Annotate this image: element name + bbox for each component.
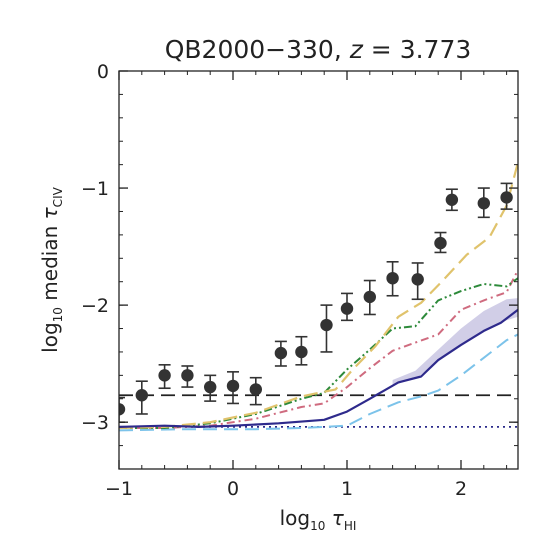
data-point-2 <box>135 380 148 415</box>
x-tick-label: 2 <box>455 478 467 500</box>
series-line-2 <box>119 333 518 432</box>
data-point-10 <box>320 304 333 353</box>
series-line-3 <box>119 269 518 429</box>
marker <box>363 290 376 304</box>
data-point-16 <box>445 188 459 212</box>
data-point-3 <box>158 364 171 390</box>
data-point-6 <box>226 371 240 405</box>
y-axis-label-main: log <box>38 322 62 353</box>
plot-area: −1 0 1 2 0 −1 −2 −3 <box>81 61 519 500</box>
y-axis-label-sub: 10 <box>51 307 65 322</box>
x-tick-label: −1 <box>105 478 133 500</box>
data-point-8 <box>274 340 288 367</box>
data-point-13 <box>386 261 399 297</box>
y-axis-label: log10 median τCIV <box>38 186 65 352</box>
x-tick-label: 0 <box>227 478 239 500</box>
x-axis-label-main: log <box>280 506 311 530</box>
data-point-15 <box>434 231 447 254</box>
uncertainty-band <box>392 298 518 385</box>
marker <box>411 273 424 286</box>
data-point-5 <box>204 374 217 402</box>
marker <box>386 271 399 285</box>
marker <box>226 379 240 393</box>
x-axis-label-symsub: HI <box>344 519 357 533</box>
marker <box>274 346 288 360</box>
data-point-7 <box>249 376 262 406</box>
x-tick-label: 1 <box>341 478 353 500</box>
x-axis-label-sym: τ <box>325 506 344 530</box>
marker <box>445 193 459 206</box>
marker <box>500 191 513 204</box>
marker <box>204 380 217 394</box>
data-point-4 <box>181 365 194 388</box>
chart-title-prefix: QB2000−330, <box>165 35 350 64</box>
chart-title-suffix: = 3.773 <box>363 35 471 64</box>
y-tick-label: −1 <box>81 178 109 200</box>
marker <box>295 345 308 359</box>
marker <box>340 302 354 315</box>
chart-title: QB2000−330, z = 3.773 <box>165 35 472 64</box>
data-point-9 <box>295 335 308 366</box>
marker <box>158 369 171 382</box>
marker <box>477 197 490 210</box>
data-point-17 <box>477 187 490 219</box>
marker <box>135 389 148 402</box>
data-point-14 <box>411 262 424 301</box>
x-axis-label: log10 τHI <box>280 506 357 533</box>
y-axis-label-sym: τ <box>38 206 62 219</box>
y-tick-label: 0 <box>97 61 109 83</box>
data-point-11 <box>340 292 354 322</box>
marker <box>249 383 262 396</box>
series-line-4 <box>119 277 518 429</box>
y-tick-label: −2 <box>81 295 109 317</box>
marker <box>119 403 126 416</box>
y-axis-label-rest: median <box>38 219 62 307</box>
data-point-18 <box>500 182 513 210</box>
marker <box>434 236 447 250</box>
y-axis-label-symsub: CIV <box>51 186 65 207</box>
series-line-5 <box>119 162 518 430</box>
plot-inner <box>119 162 518 432</box>
chart-title-var: z <box>349 35 364 64</box>
x-axis-label-sub: 10 <box>310 519 325 533</box>
y-tick-label: −3 <box>81 412 109 434</box>
marker <box>181 369 194 382</box>
series-line-1 <box>119 308 518 428</box>
data-point-12 <box>363 279 376 316</box>
plot-frame <box>118 70 519 470</box>
marker <box>320 318 333 332</box>
